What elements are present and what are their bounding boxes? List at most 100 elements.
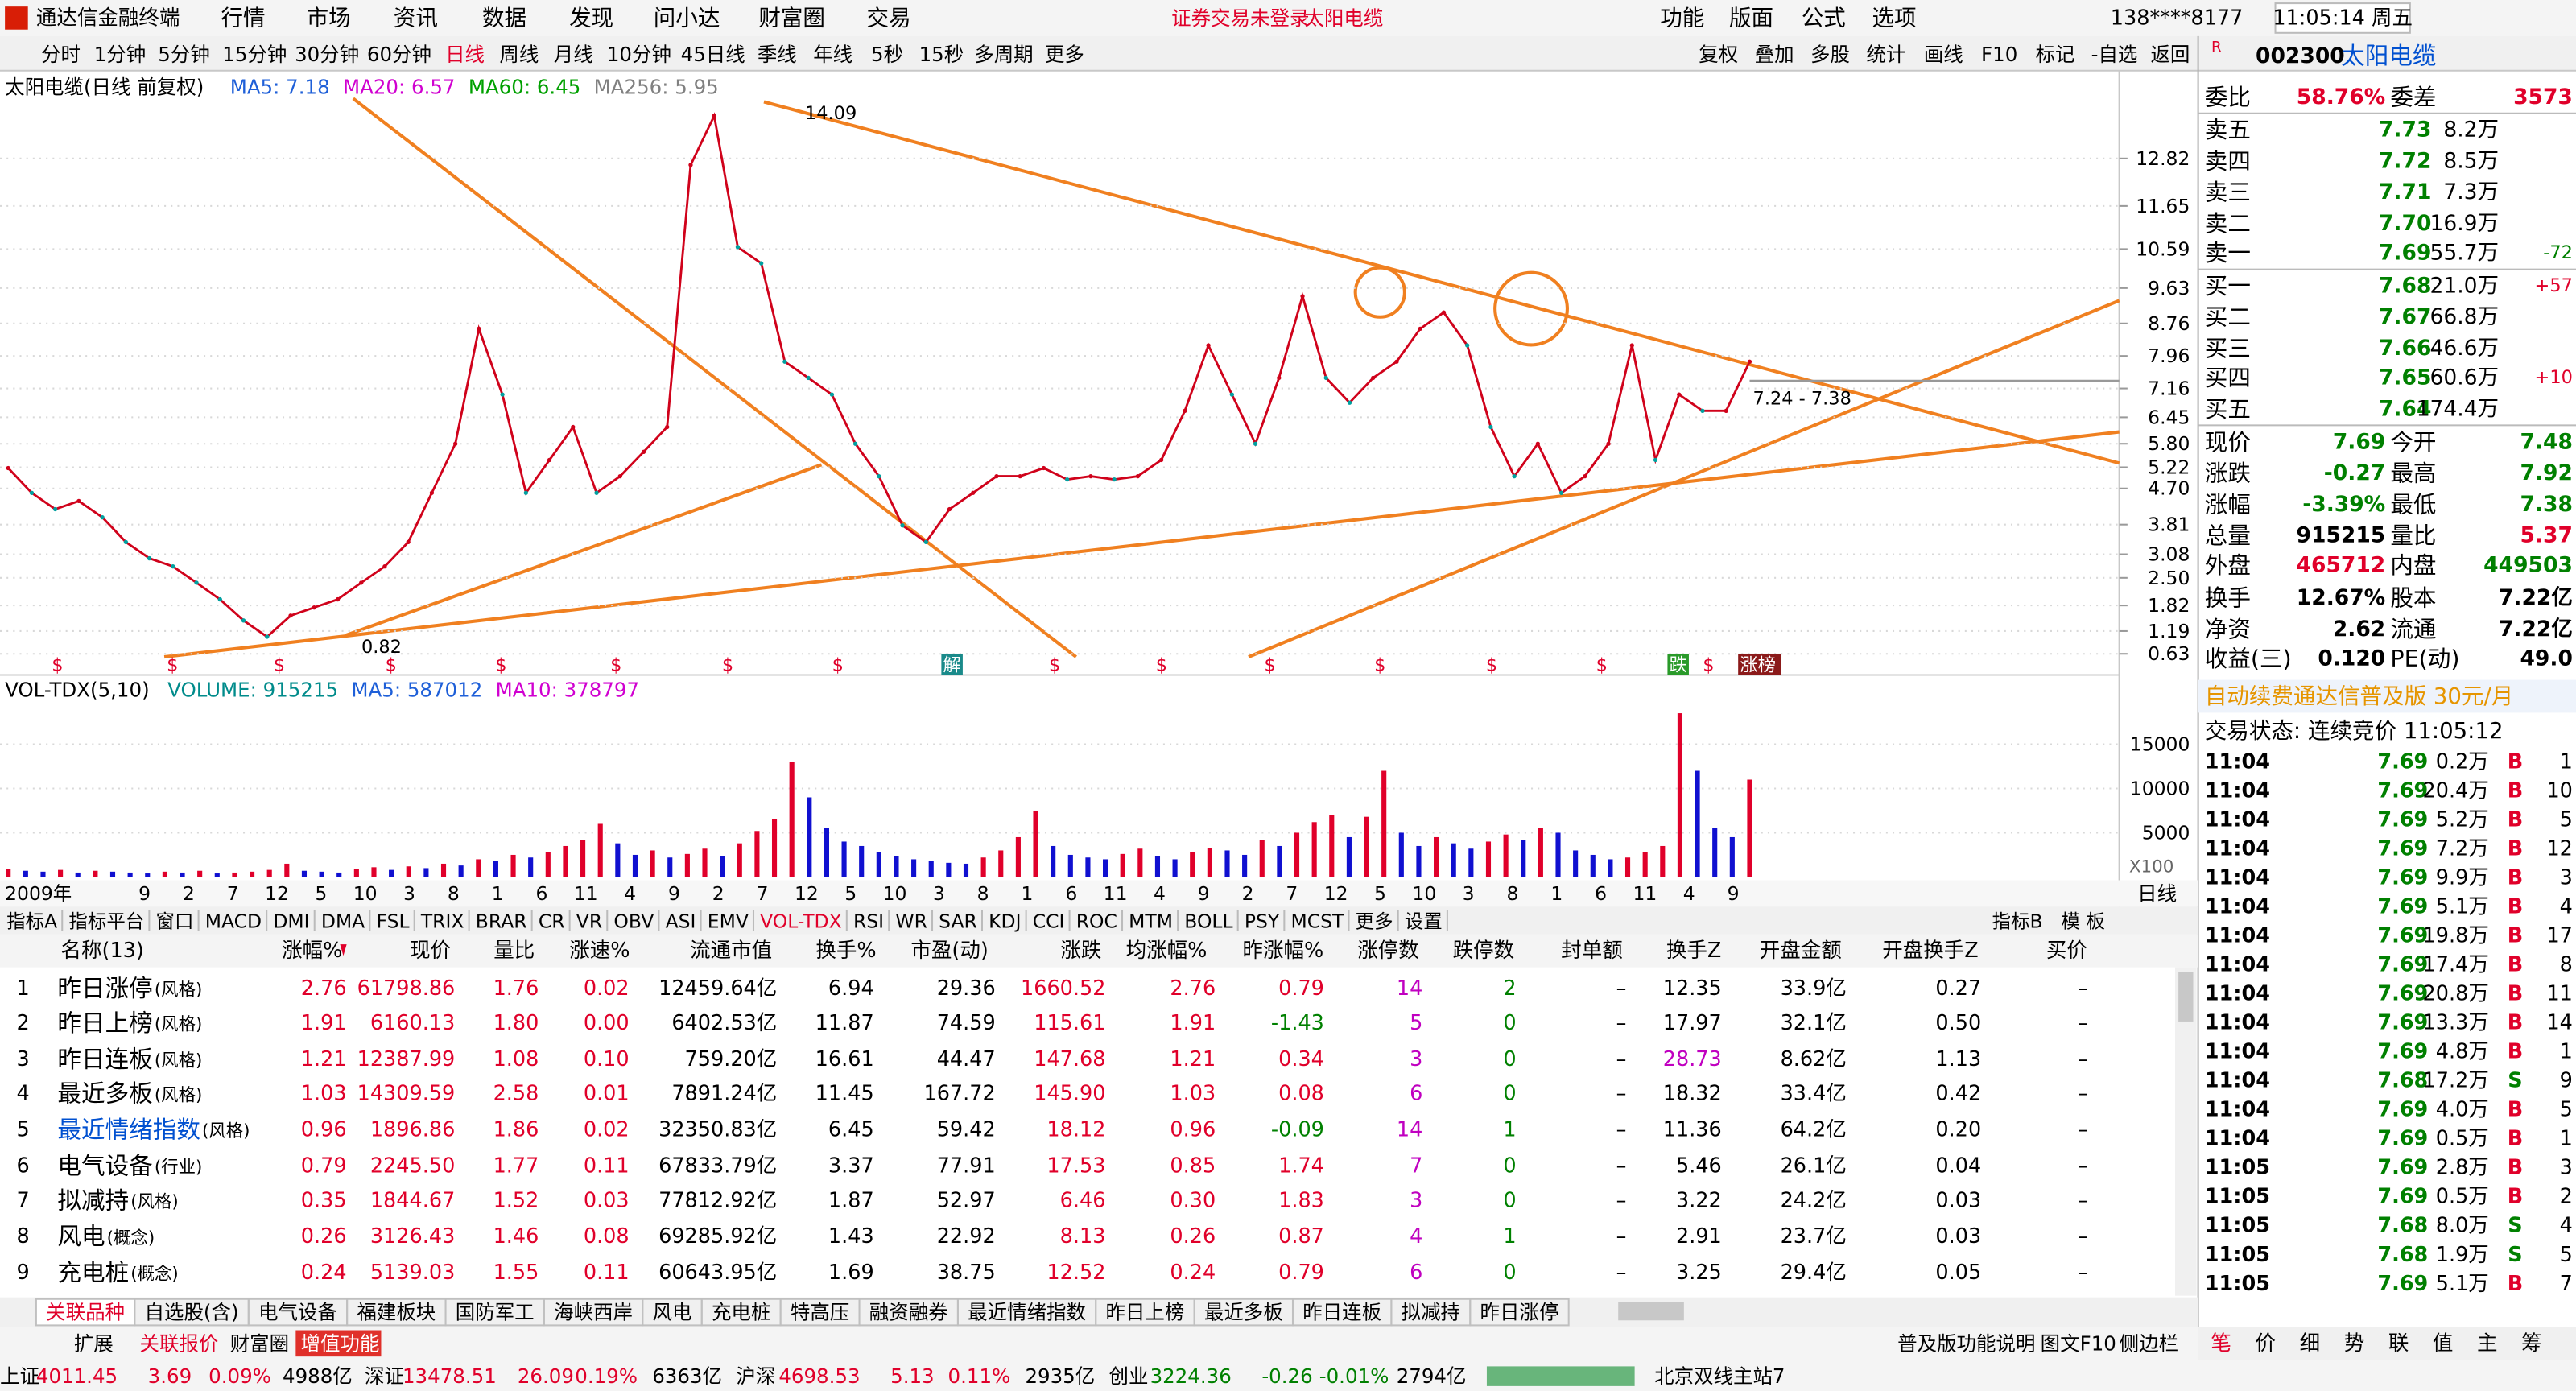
quote-tab[interactable]: 主 <box>2477 1331 2498 1356</box>
indicator-tab[interactable]: 指标平台 <box>68 910 144 933</box>
indicator-tab[interactable]: 设置 <box>1405 910 1443 933</box>
table-header[interactable]: 涨停数 <box>1357 939 1419 963</box>
sheet-tab[interactable]: 昨日连板 <box>1302 1301 1381 1324</box>
row-name[interactable]: 风电 <box>57 1223 105 1250</box>
row-name[interactable]: 电气设备 <box>57 1153 152 1180</box>
menu-item[interactable]: 交易 <box>867 5 911 31</box>
period-button[interactable]: 多周期 <box>974 43 1033 66</box>
menu-item[interactable]: 选项 <box>1872 5 1917 31</box>
indicator-tab[interactable]: 指标B <box>1992 910 2043 933</box>
period-button[interactable]: 分时 <box>41 43 80 66</box>
tool-button[interactable]: -自选 <box>2091 43 2138 66</box>
quote-tab[interactable]: 笔 <box>2211 1331 2231 1356</box>
table-header[interactable]: 市盈(动) <box>910 939 988 963</box>
menu-item[interactable]: 资讯 <box>394 5 438 31</box>
period-button[interactable]: 年线 <box>813 43 852 66</box>
tool-button[interactable]: F10 <box>1981 43 2017 66</box>
indicator-tab[interactable]: RSI <box>853 910 884 933</box>
sheet-tab[interactable]: 国防军工 <box>456 1301 535 1324</box>
menu-item[interactable]: 财富圈 <box>758 5 825 31</box>
indicator-tab[interactable]: ROC <box>1076 910 1117 933</box>
indicator-tab[interactable]: MACD <box>205 910 262 933</box>
menu-item[interactable]: 问小达 <box>654 5 720 31</box>
row-name[interactable]: 最近多板 <box>57 1080 152 1108</box>
menu-item[interactable]: 公式 <box>1802 5 1846 31</box>
period-button[interactable]: 1分钟 <box>94 43 147 66</box>
indicator-tab[interactable]: 更多 <box>1356 910 1393 933</box>
indicator-tab[interactable]: FSL <box>377 910 410 933</box>
tool-button[interactable]: 返回 <box>2150 43 2190 66</box>
period-button[interactable]: 45日线 <box>681 43 745 66</box>
period-button[interactable]: 月线 <box>554 43 593 66</box>
period-button[interactable]: 60分钟 <box>367 43 431 66</box>
event-marker[interactable]: $ <box>610 654 621 675</box>
event-marker[interactable]: $ <box>832 654 844 675</box>
indicator-tab[interactable]: MCST <box>1291 910 1345 933</box>
event-marker[interactable]: 涨榜 <box>1740 654 1776 675</box>
period-button[interactable]: 10分钟 <box>607 43 671 66</box>
tabs-scroll[interactable] <box>1618 1302 1684 1321</box>
quote-tab[interactable]: 联 <box>2388 1331 2409 1356</box>
sheet-tab[interactable]: 关联品种 <box>46 1301 125 1324</box>
strip-button[interactable]: 扩展 <box>74 1331 114 1355</box>
event-marker[interactable]: $ <box>495 654 506 675</box>
tool-button[interactable]: 多股 <box>1810 43 1850 66</box>
indicator-tab[interactable]: PSY <box>1245 910 1280 933</box>
table-header[interactable]: 封单额 <box>1561 939 1623 963</box>
table-header[interactable]: 涨速% <box>569 939 630 963</box>
strip-button[interactable]: 图文F10 <box>2041 1331 2116 1355</box>
strip-button[interactable]: 关联报价 <box>139 1331 218 1355</box>
indicator-tab[interactable]: VOL-TDX <box>760 910 842 933</box>
indicator-tab[interactable]: WR <box>895 910 927 933</box>
event-marker[interactable]: $ <box>722 654 733 675</box>
event-marker[interactable]: $ <box>1486 654 1497 675</box>
ad-banner[interactable]: 自动续费通达信普及版 30元/月 <box>2205 683 2514 709</box>
indicator-tab[interactable]: DMA <box>321 910 365 933</box>
table-header[interactable]: 均涨幅% <box>1126 939 1208 963</box>
strip-button[interactable]: 财富圈 <box>230 1331 289 1355</box>
strip-button[interactable]: 侧边栏 <box>2120 1331 2178 1355</box>
period-button[interactable]: 5分钟 <box>158 43 210 66</box>
indicator-tab[interactable]: CR <box>539 910 565 933</box>
row-name[interactable]: 昨日涨停 <box>57 975 152 1002</box>
indicator-tab[interactable]: TRIX <box>420 910 464 933</box>
sheet-tab[interactable]: 融资融券 <box>869 1301 948 1324</box>
table-header[interactable]: 现价 <box>410 939 451 963</box>
event-marker[interactable]: 跌 <box>1669 654 1686 675</box>
indicator-tab[interactable]: 指标A <box>6 910 57 933</box>
event-marker[interactable]: $ <box>274 654 285 675</box>
indicator-tab[interactable]: DMI <box>273 910 309 933</box>
menu-item[interactable]: 数据 <box>482 5 526 31</box>
menu-item[interactable]: 版面 <box>1729 5 1773 31</box>
scroll-thumb[interactable] <box>2178 972 2194 1022</box>
event-marker[interactable]: $ <box>1374 654 1385 675</box>
table-header[interactable]: 跌停数 <box>1453 939 1515 963</box>
quote-tab[interactable]: 细 <box>2300 1331 2321 1356</box>
tool-button[interactable]: 标记 <box>2036 43 2075 66</box>
sheet-tab[interactable]: 昨日上榜 <box>1105 1301 1184 1324</box>
table-header[interactable]: 流通市值 <box>690 939 772 963</box>
event-marker[interactable]: $ <box>52 654 63 675</box>
table-header[interactable]: 换手% <box>815 939 876 963</box>
quote-tab[interactable]: 筹 <box>2521 1331 2542 1356</box>
tool-button[interactable]: 叠加 <box>1755 43 1794 66</box>
sheet-tab[interactable]: 拟减持 <box>1402 1301 1460 1324</box>
indicator-tab[interactable]: VR <box>576 910 602 933</box>
quote-tab[interactable]: 值 <box>2433 1331 2454 1356</box>
tool-button[interactable]: 复权 <box>1699 43 1738 66</box>
event-marker[interactable]: 解 <box>943 654 960 675</box>
period-button[interactable]: 周线 <box>499 43 539 66</box>
event-marker[interactable]: $ <box>1049 654 1060 675</box>
sheet-tab[interactable]: 自选股(含) <box>145 1301 239 1324</box>
event-marker[interactable]: $ <box>1156 654 1167 675</box>
indicator-tab[interactable]: EMV <box>708 910 749 933</box>
sheet-tab[interactable]: 福建板块 <box>357 1301 436 1324</box>
sheet-tab[interactable]: 最近多板 <box>1204 1301 1283 1324</box>
indicator-tab[interactable]: ASI <box>666 910 696 933</box>
period-button[interactable]: 30分钟 <box>295 43 359 66</box>
indicator-tab[interactable]: 模 板 <box>2062 910 2105 933</box>
menu-item[interactable]: 行情 <box>221 5 266 31</box>
table-header[interactable]: 涨幅% <box>282 939 342 963</box>
menu-item[interactable]: 市场 <box>307 5 351 31</box>
period-button[interactable]: 15秒 <box>919 43 964 66</box>
